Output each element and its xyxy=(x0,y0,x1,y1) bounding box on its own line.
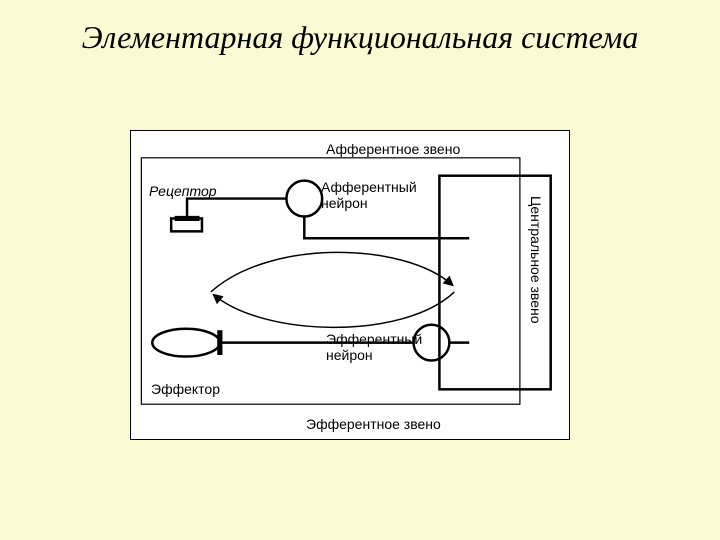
label-central-link: Центральное звено xyxy=(528,196,544,324)
label-efferent-neuron: Эфферентный нейрон xyxy=(326,331,422,363)
effector-shape xyxy=(152,329,220,357)
label-receptor: Рецептор xyxy=(149,183,217,199)
label-afferent-neuron-l1: Афферентный xyxy=(321,179,417,195)
receptor-shape xyxy=(171,218,202,231)
slide: Элементарная функциональная система xyxy=(0,0,720,540)
diagram-container: Афферентное звено Рецептор Афферентный н… xyxy=(130,130,570,440)
label-efferent-neuron-l1: Эфферентный xyxy=(326,331,422,347)
loop-arrow-bottom xyxy=(214,292,454,327)
loop-arrow-top xyxy=(211,252,452,292)
label-afferent-link: Афферентное звено xyxy=(326,141,460,157)
label-effector: Эффектор xyxy=(151,381,220,397)
label-efferent-neuron-l2: нейрон xyxy=(326,347,373,363)
edge-afferent-to-central xyxy=(304,216,469,238)
afferent-neuron-shape xyxy=(286,181,322,217)
slide-title: Элементарная функциональная система xyxy=(0,0,720,55)
edge-receptor-to-afferent xyxy=(187,199,286,219)
label-afferent-neuron: Афферентный нейрон xyxy=(321,179,417,211)
label-efferent-link: Эфферентное звено xyxy=(306,416,441,432)
label-afferent-neuron-l2: нейрон xyxy=(321,195,368,211)
